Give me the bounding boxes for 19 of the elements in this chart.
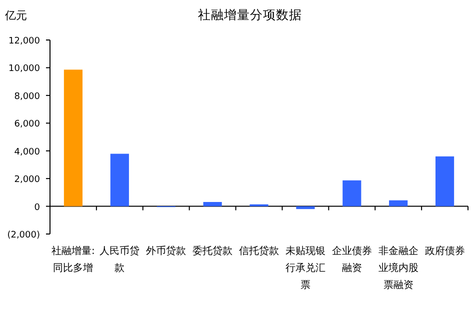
ytick: 6,000 <box>14 120 40 130</box>
xtick: 人民币贷款 <box>100 246 140 274</box>
ytick: 2,000 <box>14 175 40 186</box>
xtick: 未贴现银行承兑汇票 <box>285 246 326 291</box>
xtick: 非金融企业境内股票融资 <box>378 246 418 291</box>
ytick: (2,000) <box>7 230 40 240</box>
ytick: 8,000 <box>14 92 40 102</box>
title: 社融增量分项数据 <box>198 7 302 22</box>
xtick: 企业债券融资 <box>332 246 372 274</box>
xtick: 外币贷款 <box>146 246 186 257</box>
xtick: 社融增量:同比多增 <box>52 246 95 274</box>
ytick: 0 <box>34 202 40 213</box>
ytick: 12,000 <box>8 36 40 46</box>
ylabel: 亿元 <box>5 9 27 22</box>
ytick: 4,000 <box>14 147 40 158</box>
xtick: 信托贷款 <box>239 246 279 257</box>
xtick: 政府债券 <box>424 246 465 257</box>
xtick: 委托贷款 <box>192 246 233 257</box>
ytick: 10,000 <box>8 64 40 74</box>
